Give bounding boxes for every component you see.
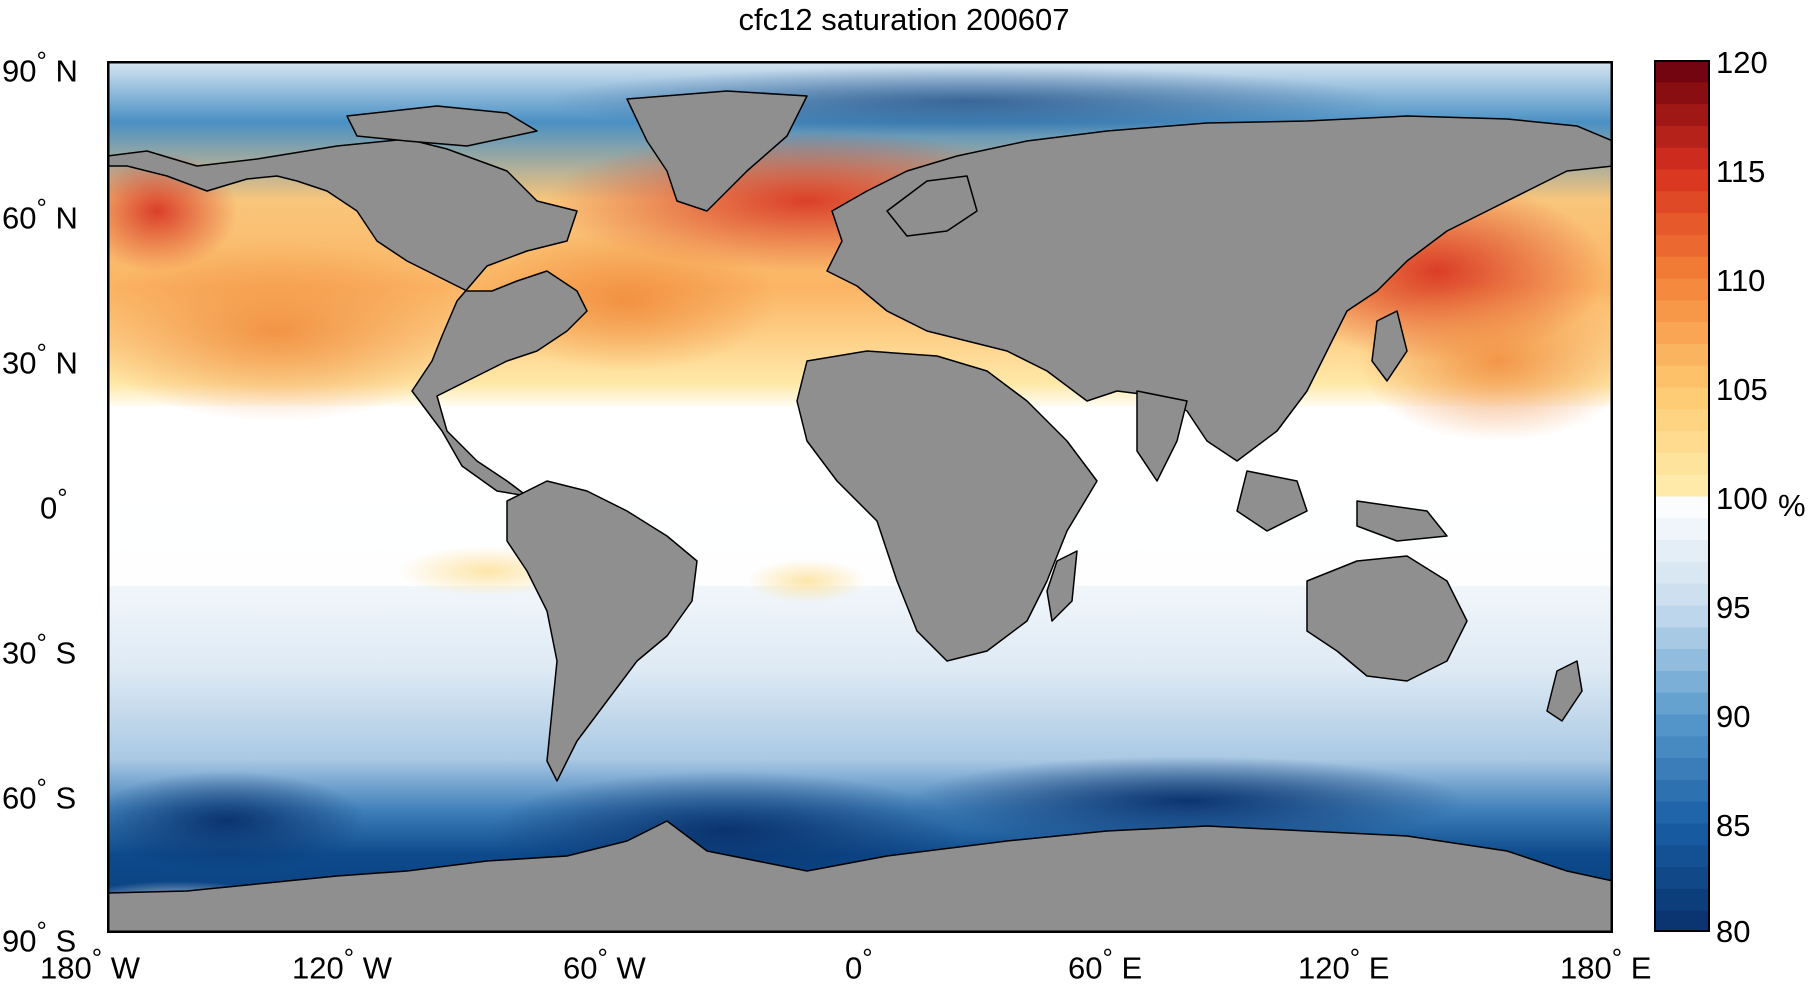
lon-label-0: 0° bbox=[845, 945, 873, 986]
lon-label-180e: 180° E bbox=[1560, 945, 1652, 986]
colorbar-step bbox=[1654, 561, 1710, 584]
lat-label-90n: 90° N bbox=[2, 48, 78, 89]
colorbar-step bbox=[1654, 801, 1710, 824]
colorbar-step bbox=[1654, 583, 1710, 606]
colorbar-step bbox=[1654, 212, 1710, 235]
eurasia-land bbox=[826, 115, 1613, 462]
colorbar-step bbox=[1654, 496, 1710, 519]
colorbar-step bbox=[1654, 60, 1710, 83]
map-frame-border bbox=[107, 61, 1613, 933]
colorbar bbox=[1654, 60, 1710, 932]
colorbar-step bbox=[1654, 343, 1710, 366]
lat-label-60n: 60° N bbox=[2, 195, 78, 236]
colorbar-step bbox=[1654, 779, 1710, 802]
colorbar-step bbox=[1654, 735, 1710, 759]
colorbar-step bbox=[1654, 866, 1710, 889]
colorbar-step bbox=[1654, 169, 1710, 192]
lat-label-0: 0° bbox=[40, 485, 68, 526]
lon-label-60w: 60° W bbox=[563, 945, 646, 986]
colorbar-step bbox=[1654, 648, 1710, 671]
lat-label-30n: 30° N bbox=[2, 340, 78, 381]
colorbar-step bbox=[1654, 430, 1710, 453]
greenland-land bbox=[626, 90, 808, 212]
colorbar-step bbox=[1654, 365, 1710, 388]
lat-label-30s: 30° S bbox=[2, 630, 77, 671]
colorbar-tick-110: 110 bbox=[1716, 263, 1766, 298]
madagascar-land bbox=[1046, 550, 1078, 622]
lon-label-120e: 120° E bbox=[1298, 945, 1390, 986]
colorbar-step bbox=[1654, 670, 1710, 693]
north-america-land bbox=[107, 138, 588, 497]
antarctica-land bbox=[107, 820, 1613, 933]
colorbar-step bbox=[1654, 190, 1710, 214]
australia-land bbox=[1306, 555, 1468, 682]
india-land bbox=[1136, 390, 1188, 482]
colorbar-step bbox=[1654, 626, 1710, 650]
colorbar-step bbox=[1654, 757, 1710, 780]
arctic-islands-land bbox=[346, 105, 538, 147]
new-guinea-land bbox=[1356, 500, 1448, 542]
colorbar-step bbox=[1654, 517, 1710, 541]
colorbar-step bbox=[1654, 605, 1710, 628]
colorbar-step bbox=[1654, 888, 1710, 911]
japan-land bbox=[1371, 310, 1408, 382]
colorbar-step bbox=[1654, 234, 1710, 257]
colorbar-step bbox=[1654, 714, 1710, 737]
new-zealand-land bbox=[1546, 660, 1583, 722]
colorbar-unit: % bbox=[1778, 488, 1806, 523]
colorbar-step bbox=[1654, 81, 1710, 105]
colorbar-step bbox=[1654, 278, 1710, 301]
colorbar-step bbox=[1654, 103, 1710, 126]
south-america-land bbox=[506, 480, 698, 782]
colorbar-tick-85: 85 bbox=[1716, 808, 1751, 843]
map-title: cfc12 saturation 200607 bbox=[738, 2, 1070, 37]
colorbar-step bbox=[1654, 692, 1710, 715]
colorbar-step bbox=[1654, 147, 1710, 170]
colorbar-tick-105: 105 bbox=[1716, 372, 1768, 407]
colorbar-step bbox=[1654, 125, 1710, 148]
colorbar-step bbox=[1654, 387, 1710, 410]
colorbar-step bbox=[1654, 910, 1710, 932]
lon-label-60e: 60° E bbox=[1068, 945, 1143, 986]
colorbar-tick-95: 95 bbox=[1716, 590, 1751, 625]
colorbar-tick-120: 120 bbox=[1716, 45, 1768, 80]
colorbar-tick-115: 115 bbox=[1716, 154, 1766, 189]
colorbar-step bbox=[1654, 539, 1710, 562]
colorbar-tick-80: 80 bbox=[1716, 914, 1751, 949]
colorbar-step bbox=[1654, 321, 1710, 344]
se-asia-islands-land bbox=[1236, 470, 1308, 532]
africa-land bbox=[796, 350, 1098, 662]
colorbar-tick-100: 100 bbox=[1716, 481, 1768, 516]
colorbar-step bbox=[1654, 474, 1710, 497]
colorbar-step bbox=[1654, 408, 1710, 432]
lat-label-60s: 60° S bbox=[2, 775, 77, 816]
map-panel bbox=[107, 61, 1613, 933]
lon-label-120w: 120° W bbox=[292, 945, 392, 986]
colorbar-step bbox=[1654, 299, 1710, 323]
colorbar-step bbox=[1654, 844, 1710, 868]
lat-label-90s: 90° S bbox=[2, 918, 77, 959]
colorbar-tick-90: 90 bbox=[1716, 699, 1751, 734]
lon-label-180w: 180° W bbox=[40, 945, 140, 986]
colorbar-step bbox=[1654, 452, 1710, 475]
colorbar-step bbox=[1654, 256, 1710, 279]
scandinavia-land bbox=[886, 175, 978, 237]
land-masses bbox=[107, 90, 1613, 933]
colorbar-step bbox=[1654, 823, 1710, 846]
